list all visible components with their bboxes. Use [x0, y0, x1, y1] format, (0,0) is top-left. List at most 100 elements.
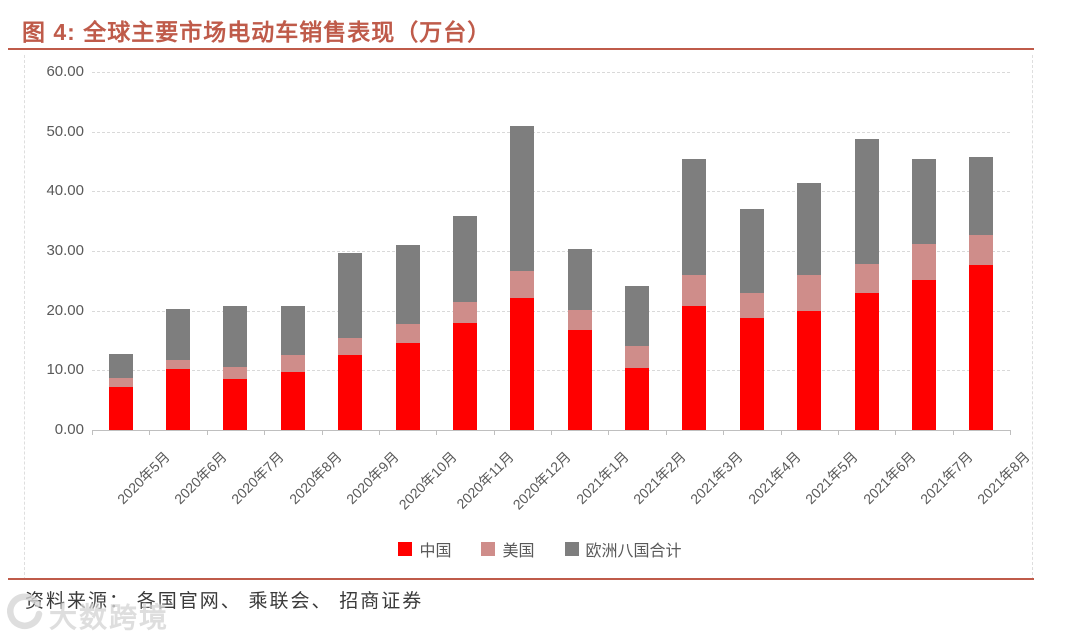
footer-divider: [8, 578, 1034, 580]
bar-segment-usa: [510, 271, 535, 298]
x-axis-tick-label: 2020年10月: [395, 448, 460, 513]
gridline: [92, 72, 1010, 73]
x-axis-tick: [665, 430, 667, 435]
x-axis-tick: [92, 430, 93, 435]
bar-segment-europe8: [338, 252, 363, 338]
bar-segment-europe8: [854, 139, 879, 264]
bar-segment-europe8: [625, 285, 650, 347]
gridline: [92, 310, 1010, 312]
bar-segment-china: [510, 297, 535, 430]
bar-segment-usa: [280, 355, 305, 373]
bar-segment-china: [911, 280, 936, 430]
bar-segment-china: [797, 310, 822, 430]
bar-segment-usa: [395, 323, 420, 344]
bar-segment-china: [166, 369, 191, 430]
bar-segment-europe8: [969, 156, 994, 235]
left-page-border: [24, 55, 25, 580]
bar-segment-china: [280, 372, 305, 430]
x-axis-tick-label: 2021年3月: [687, 448, 747, 508]
x-axis-tick-label: 2020年5月: [113, 448, 173, 508]
legend-label: 美国: [502, 543, 535, 560]
bar-segment-usa: [567, 310, 592, 330]
x-axis-tick: [436, 430, 438, 435]
bar-segment-usa: [223, 366, 248, 379]
y-axis-tick-label: 20.00: [46, 301, 84, 319]
bar-segment-europe8: [510, 125, 535, 272]
bar-segment-china: [854, 293, 879, 430]
x-axis-tick: [895, 430, 897, 435]
bar-segment-europe8: [395, 245, 420, 324]
bar-segment-usa: [452, 301, 477, 323]
bar-segment-europe8: [280, 305, 305, 356]
source-note: 资料来源： 各国官网、 乘联会、 招商证券: [25, 591, 424, 612]
x-axis-tick-label: 2021年1月: [572, 448, 632, 508]
x-axis-tick-label: 2021年5月: [802, 448, 861, 508]
bar-segment-china: [223, 378, 248, 430]
gridline: [92, 131, 1010, 133]
x-axis-tick: [149, 430, 151, 435]
chart-legend: 中国 美国 欧洲八国合计: [0, 537, 1080, 561]
bar-segment-usa: [166, 359, 191, 370]
bar-segment-europe8: [223, 305, 248, 367]
x-axis-tick-label: 2021年6月: [859, 448, 919, 508]
y-axis-tick-label: 40.00: [46, 182, 84, 200]
bar-segment-europe8: [166, 308, 191, 360]
bar-segment-europe8: [739, 208, 764, 294]
x-axis-tick: [551, 430, 552, 435]
bar-segment-china: [395, 343, 420, 430]
bar-segment-usa: [911, 243, 936, 281]
gridline: [92, 191, 1010, 193]
bar-segment-china: [969, 264, 994, 430]
legend-swatch-icon: [481, 542, 496, 556]
legend-item-usa: 美国: [481, 537, 535, 561]
right-page-border: [1032, 55, 1033, 580]
bar-segment-usa: [969, 234, 994, 265]
bar-segment-china: [682, 306, 707, 430]
x-axis-tick: [837, 430, 839, 435]
bar-segment-usa: [739, 293, 764, 319]
x-axis-tick: [378, 430, 380, 435]
y-axis-tick-label: 60.00: [46, 63, 84, 80]
y-axis-tick-label: 0.00: [54, 421, 84, 438]
bar-segment-europe8: [567, 248, 592, 311]
bar-segment-europe8: [452, 215, 477, 302]
bar-segment-europe8: [682, 158, 707, 275]
bar-segment-europe8: [797, 182, 822, 275]
bar-segment-china: [108, 387, 133, 430]
legend-item-china: 中国: [398, 537, 451, 561]
legend-item-europe8: 欧洲八国合计: [564, 537, 682, 561]
y-axis-tick-label: 30.00: [46, 242, 84, 259]
gridline: [92, 370, 1010, 372]
x-axis-tick: [264, 430, 266, 435]
x-axis-tick-label: 2020年6月: [171, 448, 230, 508]
x-axis-tick: [1010, 430, 1011, 435]
y-axis-tick-label: 50.00: [46, 122, 84, 140]
bar-segment-china: [739, 318, 764, 430]
bar-segment-china: [338, 355, 363, 430]
bar-segment-usa: [338, 337, 363, 356]
x-axis-tick: [952, 430, 954, 435]
bar-segment-usa: [854, 263, 879, 294]
bar-segment-usa: [797, 274, 822, 311]
x-axis-tick: [493, 430, 495, 435]
legend-swatch-icon: [564, 542, 579, 556]
legend-label: 欧洲八国合计: [585, 543, 682, 560]
bar-segment-usa: [625, 346, 650, 368]
bar-segment-china: [452, 322, 477, 430]
x-axis-tick-label: 2020年12月: [509, 448, 575, 513]
x-axis-tick-label: 2020年8月: [285, 448, 345, 508]
x-axis-tick-label: 2020年7月: [228, 448, 288, 508]
legend-swatch-icon: [398, 542, 413, 556]
bar-segment-usa: [682, 274, 707, 307]
bar-segment-usa: [108, 378, 133, 388]
bar-segment-europe8: [911, 158, 936, 244]
x-axis-tick-label: 2020年11月: [453, 448, 517, 512]
chart-title: 图 4: 全球主要市场电动车销售表现（万台）: [22, 19, 492, 45]
legend-label: 中国: [419, 543, 452, 560]
x-axis-tick-label: 2021年7月: [917, 448, 976, 508]
gridline: [92, 251, 1010, 252]
x-axis-tick-label: 2021年4月: [744, 448, 804, 508]
x-axis-tick-label: 2021年8月: [974, 448, 1034, 508]
y-axis-tick-label: 10.00: [46, 361, 84, 379]
